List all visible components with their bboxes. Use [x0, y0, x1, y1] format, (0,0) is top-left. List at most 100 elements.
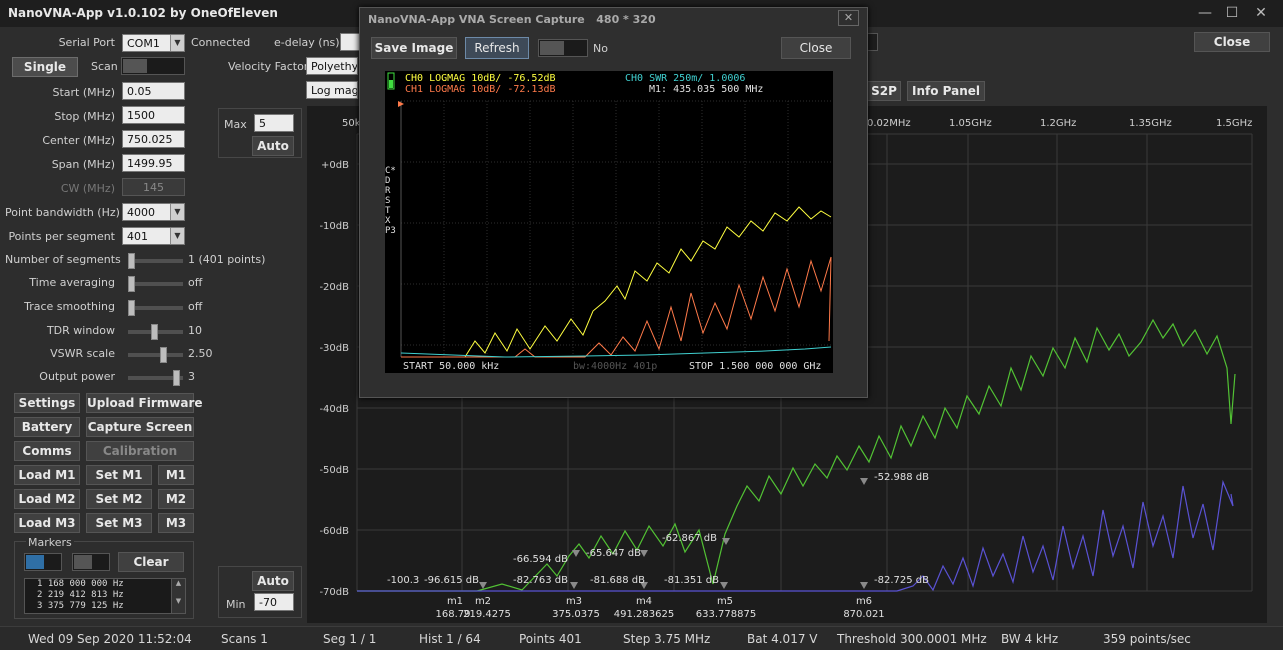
marker-arrow[interactable]	[570, 582, 578, 589]
clear-markers-button[interactable]: Clear	[118, 552, 184, 572]
tdr-window-slider[interactable]	[128, 324, 183, 340]
marker-arrow[interactable]	[720, 582, 728, 589]
center-input[interactable]: 750.025	[122, 130, 185, 148]
m2-button[interactable]: M2	[158, 489, 194, 509]
velocity-factor-select[interactable]: Polyethyle	[306, 57, 358, 75]
settings-button[interactable]: Settings	[14, 393, 80, 413]
vna-swr-trace	[400, 346, 832, 358]
span-label: Span (MHz)	[51, 158, 115, 171]
minimize-button[interactable]: —	[1198, 5, 1212, 21]
cw-input[interactable]: 145	[122, 178, 185, 196]
markers-list[interactable]: 1 168 000 000 Hz 2 219 412 813 Hz 3 375 …	[24, 578, 186, 614]
point-bandwidth-select[interactable]: 4000 ▼	[122, 203, 185, 221]
tdr-window-label: TDR window	[46, 324, 115, 337]
maximize-button[interactable]: ☐	[1225, 5, 1239, 21]
marker-arrow[interactable]	[572, 550, 580, 557]
max-scale-group	[218, 108, 302, 158]
upload-firmware-button[interactable]: Upload Firmware	[86, 393, 203, 413]
status-history: Hist 1 / 64	[419, 632, 481, 646]
vswr-scale-label: VSWR scale	[50, 347, 115, 360]
load-m1-button[interactable]: Load M1	[14, 465, 80, 485]
status-scans: Scans 1	[221, 632, 268, 646]
markers-scrollbar[interactable]: ▲ ▼	[171, 579, 185, 613]
auto-min-button[interactable]: Auto	[252, 571, 294, 591]
vswr-scale-slider[interactable]	[128, 347, 183, 363]
marker-arrow[interactable]	[860, 582, 868, 589]
markers-toggle-a[interactable]	[24, 553, 62, 571]
battery-button[interactable]: Battery	[14, 417, 80, 437]
marker-name: m4	[636, 596, 652, 607]
single-button[interactable]: Single	[12, 57, 78, 77]
output-power-slider[interactable]	[128, 370, 183, 386]
m3-button[interactable]: M3	[158, 513, 194, 533]
y-tick-label: -40dB	[319, 404, 349, 415]
status-step: Step 3.75 MHz	[623, 632, 711, 646]
marker-name: m6	[856, 596, 872, 607]
close-button[interactable]: Close	[1194, 32, 1270, 52]
connection-status: Connected	[191, 36, 251, 49]
vna-ch0-readout: CH0 LOGMAG 10dB/ -76.52dB	[405, 73, 556, 84]
marker-arrow[interactable]	[640, 550, 648, 557]
peak-readout: -66.594 dB	[513, 554, 568, 565]
trace-smoothing-slider[interactable]	[128, 300, 183, 316]
capture-screen-button[interactable]: Capture Screen	[86, 417, 194, 437]
list-item[interactable]: 3 375 779 125 Hz	[37, 601, 124, 611]
dialog-close-icon[interactable]: ✕	[838, 10, 859, 26]
time-averaging-slider[interactable]	[128, 276, 183, 292]
load-m2-button[interactable]: Load M2	[14, 489, 80, 509]
y-tick-label: -10dB	[319, 221, 349, 232]
edelay-input[interactable]	[340, 33, 360, 51]
s2p-button[interactable]: S2P	[867, 81, 901, 101]
vna-side-menu-item: C*	[385, 166, 396, 176]
vna-side-menu-item: D	[385, 176, 390, 186]
x-tick-label: 1.35GHz	[1129, 118, 1172, 129]
marker-arrow[interactable]	[640, 582, 648, 589]
load-m3-button[interactable]: Load M3	[14, 513, 80, 533]
battery-level	[389, 80, 393, 88]
serial-port-select[interactable]: COM1 ▼	[122, 34, 185, 52]
dialog-title-text: NanoVNA-App VNA Screen Capture	[368, 13, 585, 26]
list-item[interactable]: 2 219 412 813 Hz	[37, 590, 124, 600]
vna-swr-readout: CH0 SWR 250m/ 1.0006	[625, 73, 745, 84]
set-m1-button[interactable]: Set M1	[86, 465, 152, 485]
start-input[interactable]: 0.05	[122, 82, 185, 100]
calibration-button[interactable]: Calibration	[86, 441, 194, 461]
refresh-button[interactable]: Refresh	[465, 37, 529, 59]
marker-arrows	[479, 478, 868, 589]
min-input[interactable]: -70	[254, 593, 294, 611]
serial-port-label: Serial Port	[58, 36, 115, 49]
marker-arrow[interactable]	[479, 582, 487, 589]
info-panel-button[interactable]: Info Panel	[907, 81, 985, 101]
dialog-size: 480 * 320	[596, 13, 656, 26]
scroll-up-icon[interactable]: ▲	[175, 579, 182, 587]
point-bandwidth-label: Point bandwidth (Hz)	[5, 206, 120, 219]
dialog-close-button[interactable]: Close	[781, 37, 851, 59]
marker-arrow[interactable]	[860, 478, 868, 485]
markers-toggle-b[interactable]	[72, 553, 110, 571]
span-input[interactable]: 1499.95	[122, 154, 185, 172]
list-item[interactable]: 1 168 000 000 Hz	[37, 579, 124, 589]
points-per-segment-select[interactable]: 401 ▼	[122, 227, 185, 245]
save-image-button[interactable]: Save Image	[371, 37, 457, 59]
auto-refresh-toggle[interactable]	[538, 39, 588, 57]
y-tick-label: -20dB	[319, 282, 349, 293]
window-close-button[interactable]: ✕	[1255, 5, 1267, 21]
max-label: Max	[224, 118, 247, 131]
vna-reference-arrow	[398, 101, 404, 107]
marker-arrow[interactable]	[722, 538, 730, 545]
segments-slider[interactable]	[128, 253, 183, 269]
y-tick-label: -30dB	[319, 343, 349, 354]
set-m3-button[interactable]: Set M3	[86, 513, 152, 533]
trace-mode-select[interactable]: Log mag S	[306, 81, 358, 99]
scan-toggle[interactable]	[121, 57, 185, 75]
max-input[interactable]: 5	[254, 114, 294, 132]
stop-input[interactable]: 1500	[122, 106, 185, 124]
scroll-down-icon[interactable]: ▼	[175, 597, 182, 605]
auto-max-button[interactable]: Auto	[252, 136, 294, 156]
set-m2-button[interactable]: Set M2	[86, 489, 152, 509]
comms-button[interactable]: Comms	[14, 441, 80, 461]
y-tick-label: -70dB	[319, 587, 349, 598]
m1-button[interactable]: M1	[158, 465, 194, 485]
marker-readout: -82.763 dB	[513, 575, 568, 586]
